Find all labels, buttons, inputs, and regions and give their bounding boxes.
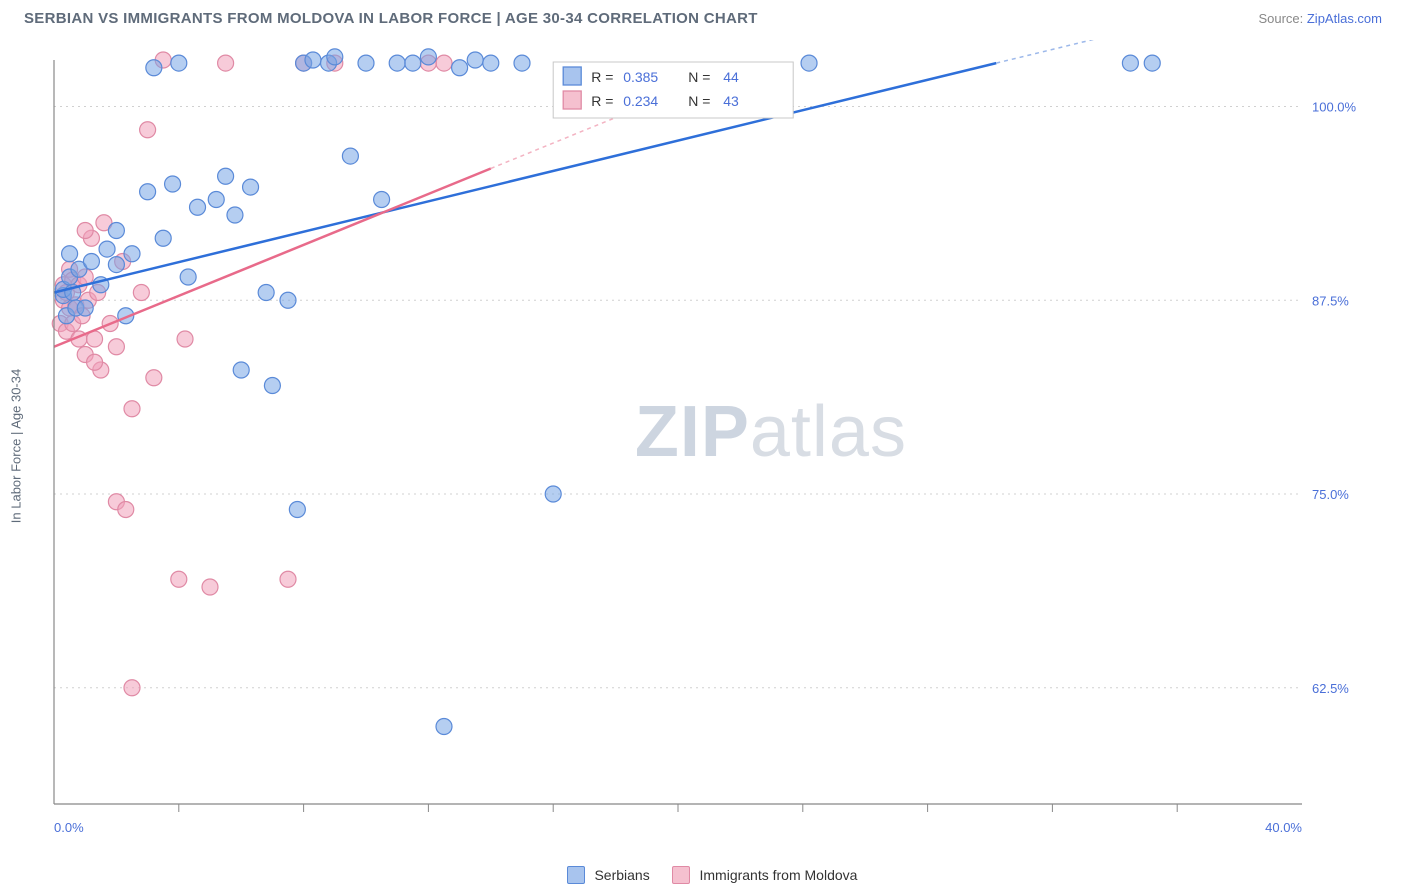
svg-text:43: 43	[723, 93, 739, 109]
y-axis-label: In Labor Force | Age 30-34	[9, 369, 24, 523]
svg-text:100.0%: 100.0%	[1312, 100, 1357, 115]
legend-swatch-serbians	[567, 866, 585, 884]
chart-title: SERBIAN VS IMMIGRANTS FROM MOLDOVA IN LA…	[24, 10, 758, 27]
scatter-plot: 62.5% 75.0% 87.5% 100.0% ZIPatlas 0.0% 40.0% R …	[24, 40, 1382, 840]
bottom-legend: Serbians Immigrants from Moldova	[0, 866, 1406, 884]
legend-label-serbians: Serbians	[594, 867, 649, 883]
chart-area: In Labor Force | Age 30-34 62.5%75.0%87.…	[24, 40, 1382, 852]
legend-swatch-moldova	[672, 866, 690, 884]
chart-header: SERBIAN VS IMMIGRANTS FROM MOLDOVA IN LA…	[0, 0, 1406, 33]
source-link[interactable]: ZipAtlas.com	[1307, 11, 1382, 26]
svg-text:40.0%: 40.0%	[1265, 820, 1302, 835]
svg-text:44: 44	[723, 69, 739, 85]
legend-label-moldova: Immigrants from Moldova	[700, 867, 858, 883]
source-attribution: Source: ZipAtlas.com	[1258, 11, 1382, 26]
svg-text:N =: N =	[688, 93, 710, 109]
svg-text:0.0%: 0.0%	[54, 820, 84, 835]
source-prefix: Source:	[1258, 11, 1306, 26]
svg-text:ZIPatlas: ZIPatlas	[635, 392, 907, 472]
svg-text:N =: N =	[688, 69, 710, 85]
svg-text:62.5%: 62.5%	[1312, 681, 1349, 696]
svg-text:87.5%: 87.5%	[1312, 293, 1349, 308]
svg-text:0.234: 0.234	[623, 93, 658, 109]
svg-text:R =: R =	[591, 69, 613, 85]
svg-text:0.385: 0.385	[623, 69, 658, 85]
svg-text:R =: R =	[591, 93, 613, 109]
svg-text:75.0%: 75.0%	[1312, 487, 1349, 502]
